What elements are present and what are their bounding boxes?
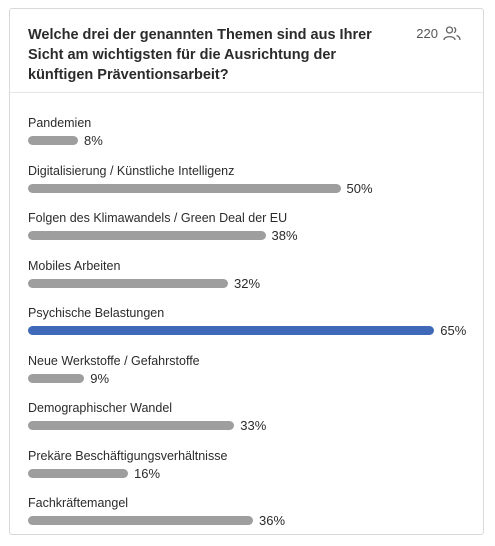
result-item: Mobiles Arbeiten 32% [28, 259, 468, 299]
result-item: Demographischer Wandel 33% [28, 401, 468, 441]
poll-card: Welche drei der genannten Themen sind au… [9, 8, 484, 535]
result-item: Pandemien 8% [28, 116, 468, 156]
result-bar [28, 421, 235, 430]
result-percentage: 38% [271, 228, 298, 243]
result-percentage: 16% [134, 465, 161, 481]
result-label: Prekäre Beschäftigungsverhältnisse [28, 448, 228, 463]
result-label: Psychische Belastungen [28, 306, 165, 320]
result-percentage: 8% [84, 133, 103, 148]
result-percentage: 36% [259, 513, 286, 528]
result-bar [28, 326, 435, 335]
result-percentage: 32% [234, 275, 261, 291]
poll-header: Welche drei der genannten Themen sind au… [10, 9, 483, 93]
result-bar [28, 231, 266, 240]
result-item: Fachkräftemangel 36% [28, 496, 468, 536]
result-item: Neue Werkstoffe / Gefahrstoffe 9% [28, 354, 468, 394]
result-label: Digitalisierung / Künstliche Intelligenz [28, 163, 235, 178]
result-percentage: 9% [90, 370, 110, 386]
result-bar [28, 183, 341, 193]
people-icon [443, 26, 461, 41]
result-item: Digitalisierung / Künstliche Intelligenz… [28, 164, 468, 204]
result-item: Prekäre Beschäftigungsverhältnisse 16% [28, 449, 468, 489]
result-label: Demographischer Wandel [28, 401, 173, 415]
result-item: Psychische Belastungen 65% [28, 306, 468, 346]
result-label: Folgen des Klimawandels / Green Deal der… [28, 211, 288, 225]
result-label: Pandemien [28, 116, 92, 130]
result-percentage: 65% [440, 323, 467, 338]
respondent-count-value: 220 [416, 25, 438, 41]
result-percentage: 33% [240, 418, 267, 433]
result-bar [28, 468, 128, 478]
result-item: Folgen des Klimawandels / Green Deal der… [28, 211, 468, 251]
result-bar [28, 373, 85, 383]
result-label: Fachkräftemangel [28, 496, 129, 510]
respondent-count: 220 [416, 25, 461, 41]
result-bar [28, 516, 253, 525]
result-bar [28, 136, 78, 145]
poll-question: Welche drei der genannten Themen sind au… [28, 27, 372, 83]
result-percentage: 50% [346, 180, 373, 196]
result-label: Mobiles Arbeiten [28, 258, 121, 273]
result-bar [28, 278, 228, 288]
result-label: Neue Werkstoffe / Gefahrstoffe [28, 353, 200, 368]
